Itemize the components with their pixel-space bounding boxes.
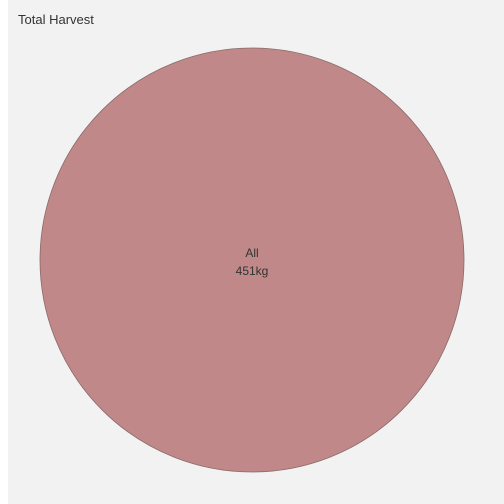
slice-value-label-0: 451kg	[236, 264, 269, 278]
chart-title: Total Harvest	[18, 12, 94, 27]
slice-label-0: All	[245, 246, 258, 260]
pie-slice-0	[39, 47, 465, 473]
